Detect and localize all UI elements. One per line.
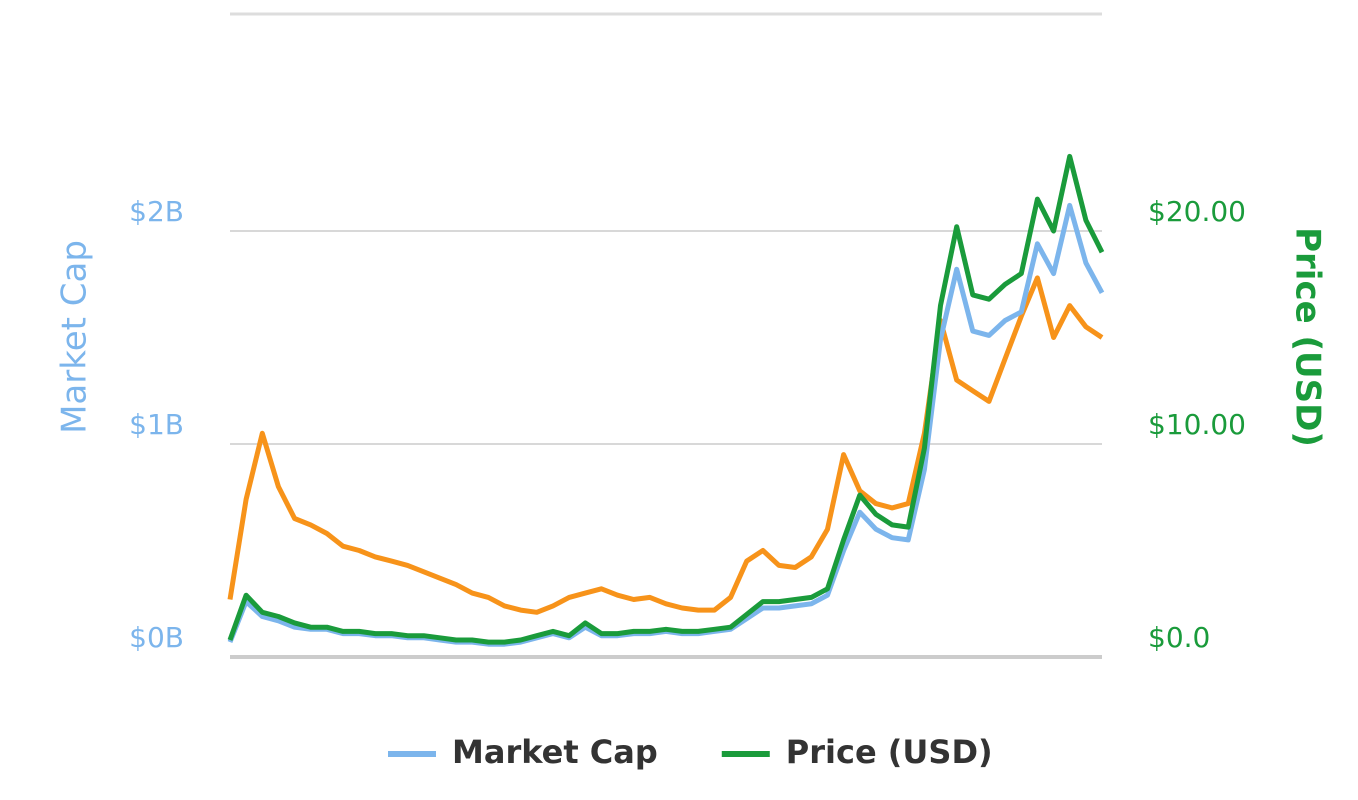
y-tick-label: $2B [129, 195, 184, 228]
y-tick-label: $0B [129, 621, 184, 654]
y2-tick-label: $20.00 [1148, 195, 1246, 228]
y2-tick-label: $0.0 [1148, 621, 1210, 654]
legend-label: Price (USD) [786, 733, 993, 771]
y-axis-title: Market Cap [55, 240, 95, 434]
series-line [227, 153, 1105, 645]
y-tick-label: $1B [129, 408, 184, 441]
series-line [227, 202, 1105, 647]
y2-axis-title: Price (USD) [1288, 227, 1328, 447]
series-line [227, 275, 1104, 615]
y2-tick-label: $10.00 [1148, 408, 1246, 441]
legend-label: Market Cap [452, 733, 658, 771]
